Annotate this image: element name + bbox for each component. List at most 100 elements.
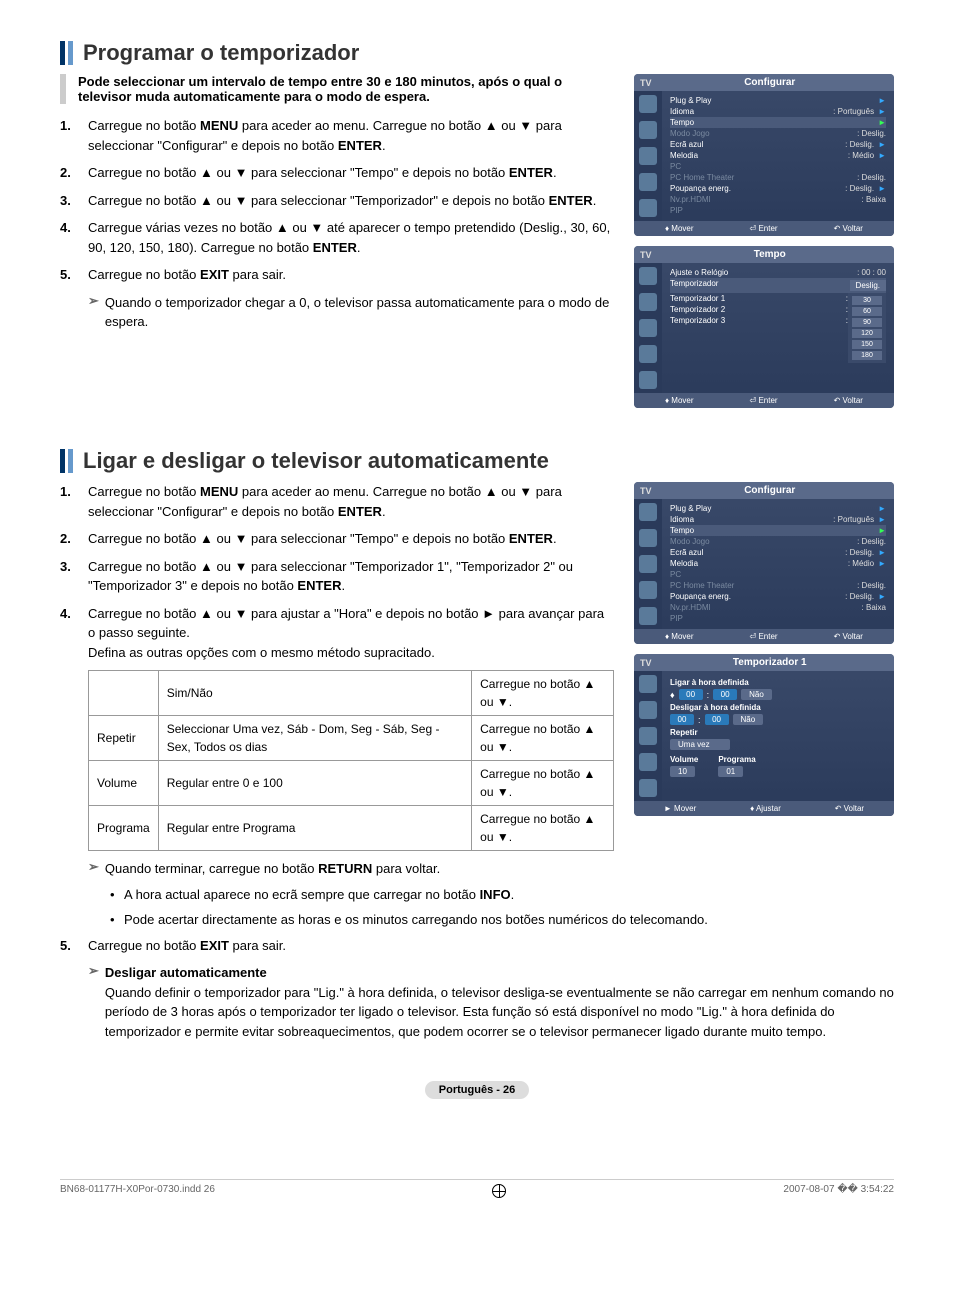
channel-icon [639,319,657,337]
menu-item[interactable]: Ecrã azul: Deslig.► [670,547,886,558]
step: Carregue no botão EXIT para sair. [60,265,614,285]
hour-input[interactable]: 00 [679,689,703,700]
table-row: Sim/Não Carregue no botão ▲ ou ▼. [89,671,614,716]
table-row: Volume Regular entre 0 e 100 Carregue no… [89,761,614,806]
menu-item: PC Home Theater: Deslig. [670,172,886,183]
table-cell: Regular entre 0 e 100 [158,761,471,806]
menu-item[interactable]: Poupança energ.: Deslig.► [670,591,886,602]
setup-icon [639,173,657,191]
sound-icon [639,293,657,311]
menu-footer: ♦ Mover ⏎ Enter ↶ Voltar [634,221,894,236]
step: Carregue no botão MENU para aceder ao me… [60,116,614,155]
setup-icon [639,581,657,599]
note-arrow-icon: ➢ [88,859,99,875]
volume-value[interactable]: 10 [670,766,695,777]
menu-footer: ♦ Mover ⏎ Enter ↶ Voltar [634,629,894,644]
min-input[interactable]: 00 [705,714,729,725]
note-text: Quando terminar, carregue no botão RETUR… [105,859,894,879]
menu-item-selected[interactable]: Tempo► [670,525,886,536]
table-row: Programa Regular entre Programa Carregue… [89,806,614,851]
auto-off-text: Quando definir o temporizador para "Lig.… [105,985,894,1039]
menu-item[interactable]: Melodia: Médio► [670,150,886,161]
menu-title: Tempo [652,249,888,260]
min-input[interactable]: 00 [713,689,737,700]
repeat-value[interactable]: Uma vez [670,739,730,750]
activate-toggle[interactable]: Não [733,714,764,725]
hour-input[interactable]: 00 [670,714,694,725]
menu-item[interactable]: Plug & Play► [670,95,886,106]
off-time-label: Desligar à hora definida [670,703,886,712]
footer-move: ♦ Mover [665,632,694,641]
menu-item-selected[interactable]: Temporizador Deslig. [670,278,886,293]
picture-icon [639,503,657,521]
input-icon [639,371,657,389]
section-auto-on-off: Ligar e desligar o televisor automaticam… [60,448,894,1041]
menu-item: PC Home Theater: Deslig. [670,580,886,591]
doc-timestamp: 2007-08-07 �� 3:54:22 [783,1184,894,1218]
menu-item[interactable]: Ecrã azul: Deslig.► [670,139,886,150]
table-cell: Regular entre Programa [158,806,471,851]
note: ➢ Quando terminar, carregue no botão RET… [60,859,894,879]
menu-item[interactable]: Temporizador 1: [670,293,848,304]
note-arrow-icon: ➢ [88,293,99,309]
doc-filename: BN68-01177H-X0Por-0730.indd 26 [60,1184,215,1218]
menu-item[interactable]: Poupança energ.: Deslig.► [670,183,886,194]
menu-item: PC [670,569,886,580]
menu-item: Nv.pr.HDMI: Baixa [670,194,886,205]
menu-items: Ajuste o Relógio: 00 : 00 Temporizador D… [662,263,894,393]
sound-icon [639,701,657,719]
footer-enter: ⏎ Enter [750,632,778,641]
footer-return: ↶ Voltar [834,632,863,641]
menu-item[interactable]: Temporizador 3: [670,315,848,326]
activate-toggle[interactable]: Não [741,689,772,700]
tv-label: TV [640,78,652,88]
step: Carregue no botão EXIT para sair. [60,936,894,956]
page-footer: Português - 26 [60,1081,894,1099]
menu-item-selected[interactable]: Tempo► [670,117,886,128]
step: Carregue no botão ▲ ou ▼ para selecciona… [60,163,614,183]
menu-item: Modo Jogo: Deslig. [670,128,886,139]
doc-footer: BN68-01177H-X0Por-0730.indd 26 2007-08-0… [60,1179,894,1218]
menu-item[interactable]: Ajuste o Relógio: 00 : 00 [670,267,886,278]
table-cell: Repetir [89,716,159,761]
program-value[interactable]: 01 [718,766,743,777]
section-sleep-timer: Programar o temporizador Pode selecciona… [60,40,894,408]
table-cell: Sim/Não [158,671,471,716]
step: Carregue no botão ▲ ou ▼ para ajustar a … [60,604,614,852]
note: ➢ Quando o temporizador chegar a 0, o te… [60,293,614,332]
menu-item: PC [670,161,886,172]
table-cell: Volume [89,761,159,806]
menu-item[interactable]: Melodia: Médio► [670,558,886,569]
table-cell [89,671,159,716]
header-bars [60,41,73,65]
menu-item[interactable]: Temporizador 2: [670,304,848,315]
table-cell: Carregue no botão ▲ ou ▼. [472,761,614,806]
menu-item[interactable]: Plug & Play► [670,503,886,514]
note-arrow-icon: ➢ [88,963,99,979]
intro-text: Pode seleccionar um intervalo de tempo e… [60,74,614,104]
table-cell: Carregue no botão ▲ ou ▼. [472,671,614,716]
section-header: Programar o temporizador [60,40,894,66]
tv-menu-temporizador: TV Temporizador 1 Ligar à hora definida [634,654,894,816]
footer-move: ► Mover [664,804,696,813]
footer-enter: ⏎ Enter [750,396,778,405]
menu-icon-sidebar [634,499,662,629]
menu-title: Temporizador 1 [652,657,888,668]
footer-return: ↶ Voltar [834,396,863,405]
tv-menu-configurar: TV Configurar Plug & Play► Idioma: Portu… [634,482,894,644]
menu-item[interactable]: Idioma: Português► [670,514,886,525]
setup-icon [639,345,657,363]
table-cell: Carregue no botão ▲ ou ▼. [472,806,614,851]
step: Carregue no botão ▲ ou ▼ para selecciona… [60,191,614,211]
auto-off-title: Desligar automaticamente [105,965,267,980]
picture-icon [639,267,657,285]
note-auto-off: ➢ Desligar automaticamente Quando defini… [60,963,894,1041]
menu-footer: ► Mover ♦ Ajustar ↶ Voltar [634,801,894,816]
footer-move: ♦ Mover [665,396,694,405]
menu-item[interactable]: Idioma: Português► [670,106,886,117]
header-bars [60,449,73,473]
menu-icon-sidebar [634,263,662,393]
section-title: Ligar e desligar o televisor automaticam… [83,448,549,474]
menu-items: Plug & Play► Idioma: Português► Tempo► M… [662,91,894,221]
timer-dropdown[interactable]: 30 60 90 120 150 180 [848,293,886,363]
